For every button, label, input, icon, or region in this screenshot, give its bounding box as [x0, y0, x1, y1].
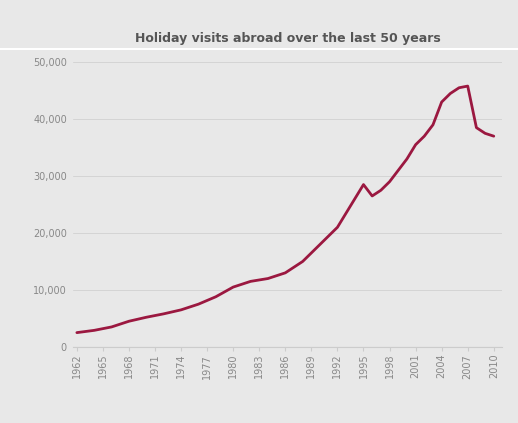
Title: Holiday visits abroad over the last 50 years: Holiday visits abroad over the last 50 y…	[135, 33, 440, 45]
